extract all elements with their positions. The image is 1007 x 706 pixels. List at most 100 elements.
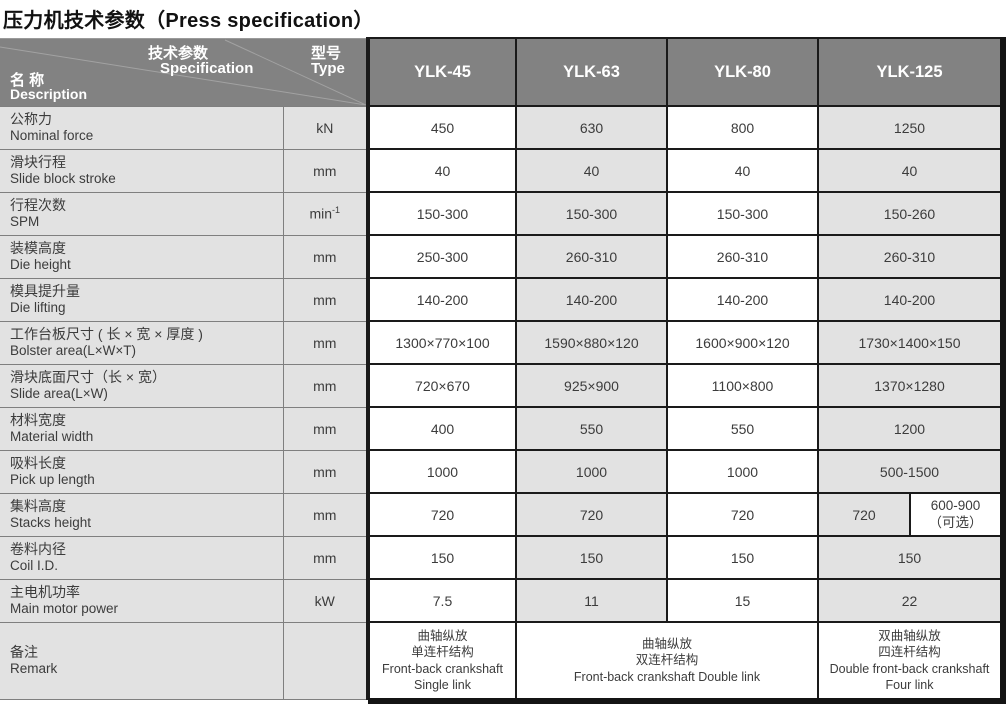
row-label: 卷料内径 Coil I.D.: [0, 536, 284, 580]
model-header-ylk-45: YLK-45: [366, 37, 517, 107]
spec-row: 装模高度 Die height mm 250-300 260-310 260-310 260…: [0, 234, 1002, 279]
page-title: 压力机技术参数（Press specification）: [3, 10, 374, 32]
value-cell: 40: [366, 148, 517, 193]
value-cell: 40: [666, 148, 819, 193]
row-unit: kW: [283, 579, 368, 623]
value-cell: 150: [366, 535, 517, 580]
spec-row: 滑块底面尺寸（长 × 宽） Slide area(L×W) mm 720×670 925…: [0, 363, 1002, 408]
remark-cell: 曲轴纵放 单连杆结构 Front-back crankshaft Single lin…: [366, 621, 517, 700]
row-unit: kN: [283, 106, 368, 150]
row-label: 主电机功率 Main motor power: [0, 579, 284, 623]
value-cell: 140-200: [817, 277, 1002, 322]
value-cell: 1370×1280: [817, 363, 1002, 408]
value-cell: 150: [666, 535, 819, 580]
value-cell: 260-310: [515, 234, 668, 279]
value-cell: 1590×880×120: [515, 320, 668, 365]
value-cell: 1200: [817, 406, 1002, 451]
model-header-ylk-80: YLK-80: [666, 37, 819, 107]
table-right-border: [1000, 37, 1006, 704]
spec-row: 工作台板尺寸 ( 长 × 宽 × 厚度 ) Bolster area(L×W×T)…: [0, 320, 1002, 365]
row-label: 工作台板尺寸 ( 长 × 宽 × 厚度 ) Bolster area(L×W×T): [0, 321, 284, 365]
value-cell: 22: [817, 578, 1002, 623]
value-cell: 1000: [515, 449, 668, 494]
row-label: 公称力 Nominal force: [0, 106, 284, 150]
spec-row: 材料宽度 Material width mm 400 550 550 1200: [0, 406, 1002, 451]
value-cell: 720: [666, 492, 819, 537]
value-cell: 15: [666, 578, 819, 623]
value-cell: 1000: [666, 449, 819, 494]
row-unit: mm: [283, 450, 368, 494]
value-cell: 800: [666, 105, 819, 150]
value-cell: 150: [817, 535, 1002, 580]
corner-type-zh: 型号: [311, 44, 342, 62]
value-cell: 260-310: [666, 234, 819, 279]
value-cell: 1300×770×100: [366, 320, 517, 365]
row-label: 滑块底面尺寸（长 × 宽） Slide area(L×W): [0, 364, 284, 408]
value-cell: 1600×900×120: [666, 320, 819, 365]
row-unit: mm: [283, 235, 368, 279]
remark-cell: 双曲轴纵放 四连杆结构 Double front-back crankshaft Fo…: [817, 621, 1002, 700]
spec-row: 行程次数 SPM min-1 150-300 150-300 150-300 150-260: [0, 191, 1002, 236]
row-unit: [283, 622, 368, 700]
spec-row: 集料高度 Stacks height mm 720 720 720 720 600-900 （可…: [0, 492, 1002, 537]
row-label: 集料高度 Stacks height: [0, 493, 284, 537]
corner-name-zh: 名 称: [10, 71, 45, 89]
row-label: 模具提升量 Die lifting: [0, 278, 284, 322]
model-header-ylk-63: YLK-63: [515, 37, 668, 107]
value-cell: 720: [515, 492, 668, 537]
value-cell: 600-900 （可选）: [909, 492, 1002, 537]
value-cell: 1250: [817, 105, 1002, 150]
row-unit: mm: [283, 536, 368, 580]
row-label: 装模高度 Die height: [0, 235, 284, 279]
corner-header-cell: 技术参数 Specification 型号 Type 名 称 Descripti…: [0, 37, 368, 107]
row-unit: mm: [283, 364, 368, 408]
row-label: 行程次数 SPM: [0, 192, 284, 236]
spec-row: 公称力 Nominal force kN 450 630 800 1250: [0, 105, 1002, 150]
value-cell: 150: [515, 535, 668, 580]
value-cell: 140-200: [666, 277, 819, 322]
table-bottom-border: [368, 698, 1006, 704]
row-unit: min-1: [283, 192, 368, 236]
row-unit: mm: [283, 149, 368, 193]
value-cell: 150-300: [666, 191, 819, 236]
model-header-ylk-125: YLK-125: [817, 37, 1002, 107]
value-cell: 150-300: [366, 191, 517, 236]
row-label: 材料宽度 Material width: [0, 407, 284, 451]
value-cell: 925×900: [515, 363, 668, 408]
value-cell: 40: [817, 148, 1002, 193]
value-cell: 140-200: [515, 277, 668, 322]
value-cell: 1000: [366, 449, 517, 494]
value-cell: 140-200: [366, 277, 517, 322]
value-cell: 1730×1400×150: [817, 320, 1002, 365]
header-row: 技术参数 Specification 型号 Type 名 称 Descripti…: [0, 37, 1002, 107]
value-cell: 500-1500: [817, 449, 1002, 494]
value-cell: 720×670: [366, 363, 517, 408]
row-label: 滑块行程 Slide block stroke: [0, 149, 284, 193]
value-cell: 1100×800: [666, 363, 819, 408]
value-cell: 150-260: [817, 191, 1002, 236]
value-cell: 7.5: [366, 578, 517, 623]
spec-table: 技术参数 Specification 型号 Type 名 称 Descripti…: [0, 37, 1002, 700]
corner-spec-zh: 技术参数: [148, 44, 209, 62]
spec-row: 模具提升量 Die lifting mm 140-200 140-200 140-200 1…: [0, 277, 1002, 322]
remark-cell: 曲轴纵放 双连杆结构 Front-back crankshaft Double li…: [515, 621, 819, 700]
row-label: 吸料长度 Pick up length: [0, 450, 284, 494]
row-label: 备注 Remark: [0, 622, 284, 700]
value-cell: 11: [515, 578, 668, 623]
value-cell: 400: [366, 406, 517, 451]
value-cell: 630: [515, 105, 668, 150]
remark-row: 备注 Remark 曲轴纵放 单连杆结构 Front-back crankshaft Si…: [0, 621, 1002, 700]
value-cell: 40: [515, 148, 668, 193]
corner-type-en: Type: [311, 59, 345, 77]
value-cell: 150-300: [515, 191, 668, 236]
diagonal-divider: [0, 39, 366, 105]
value-cell: 260-310: [817, 234, 1002, 279]
spec-row: 卷料内径 Coil I.D. mm 150 150 150 150: [0, 535, 1002, 580]
row-unit: mm: [283, 407, 368, 451]
spec-table-body: 公称力 Nominal force kN 450 630 800 1250 滑块行程 Slide…: [0, 105, 1002, 700]
spec-row: 滑块行程 Slide block stroke mm 40 40 40 40: [0, 148, 1002, 193]
row-unit: mm: [283, 278, 368, 322]
spec-row: 吸料长度 Pick up length mm 1000 1000 1000 500-1500: [0, 449, 1002, 494]
value-cell: 550: [666, 406, 819, 451]
corner-spec-en: Specification: [160, 59, 254, 77]
